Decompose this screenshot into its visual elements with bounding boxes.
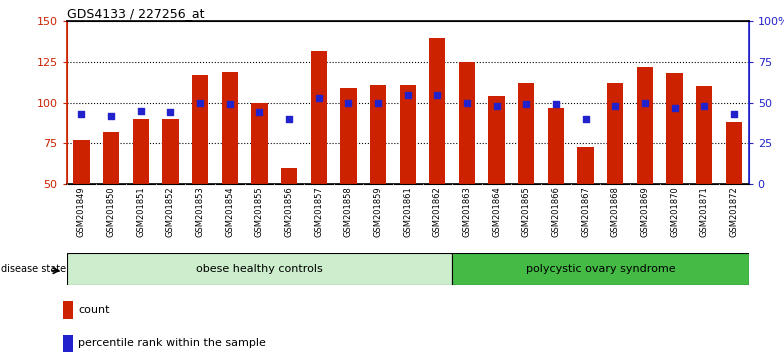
Text: GSM201856: GSM201856: [285, 186, 293, 237]
Bar: [518, 83, 535, 184]
Bar: [488, 96, 505, 184]
Point: [698, 103, 710, 109]
Text: GSM201866: GSM201866: [551, 186, 561, 237]
Bar: [452, 253, 749, 285]
Text: GSM201865: GSM201865: [522, 186, 531, 237]
Point: [283, 116, 296, 122]
Text: GDS4133 / 227256_at: GDS4133 / 227256_at: [67, 7, 204, 20]
Text: GSM201870: GSM201870: [670, 186, 679, 237]
Point: [75, 111, 88, 117]
Point: [609, 103, 622, 109]
Point: [313, 95, 325, 101]
Text: GSM201849: GSM201849: [77, 186, 86, 237]
Bar: [548, 108, 564, 184]
Point: [342, 100, 354, 105]
Point: [164, 110, 176, 115]
Text: count: count: [78, 305, 110, 315]
Point: [668, 105, 681, 110]
Text: GSM201868: GSM201868: [611, 186, 620, 237]
Text: GSM201855: GSM201855: [255, 186, 264, 237]
Text: obese healthy controls: obese healthy controls: [196, 264, 323, 274]
Text: polycystic ovary syndrome: polycystic ovary syndrome: [525, 264, 675, 274]
Bar: [63, 335, 72, 352]
Bar: [429, 38, 445, 184]
Bar: [251, 103, 267, 184]
Bar: [637, 67, 653, 184]
Text: percentile rank within the sample: percentile rank within the sample: [78, 338, 267, 348]
Bar: [281, 168, 297, 184]
Bar: [192, 75, 209, 184]
Text: GSM201867: GSM201867: [581, 186, 590, 237]
Bar: [132, 119, 149, 184]
Text: GSM201871: GSM201871: [700, 186, 709, 237]
Text: GSM201863: GSM201863: [463, 186, 471, 237]
Text: GSM201861: GSM201861: [403, 186, 412, 237]
Text: GSM201850: GSM201850: [107, 186, 115, 237]
Text: GSM201864: GSM201864: [492, 186, 501, 237]
Bar: [607, 83, 623, 184]
Point: [105, 113, 118, 119]
Text: GSM201851: GSM201851: [136, 186, 145, 237]
Text: disease state: disease state: [2, 264, 67, 274]
Bar: [63, 301, 72, 319]
Text: GSM201872: GSM201872: [729, 186, 739, 237]
Point: [550, 102, 562, 107]
Point: [520, 102, 532, 107]
Bar: [162, 119, 179, 184]
Bar: [370, 85, 387, 184]
Bar: [696, 86, 713, 184]
Bar: [726, 122, 742, 184]
Text: GSM201853: GSM201853: [195, 186, 205, 237]
Text: GSM201858: GSM201858: [344, 186, 353, 237]
Bar: [666, 73, 683, 184]
Point: [431, 92, 444, 97]
Bar: [459, 62, 475, 184]
Point: [135, 108, 147, 114]
Point: [728, 111, 740, 117]
Point: [223, 102, 236, 107]
Bar: [340, 88, 357, 184]
Point: [401, 92, 414, 97]
Bar: [310, 51, 327, 184]
Text: GSM201869: GSM201869: [641, 186, 649, 237]
Bar: [103, 132, 119, 184]
Point: [253, 110, 266, 115]
Point: [639, 100, 652, 105]
Bar: [67, 253, 452, 285]
Bar: [400, 85, 416, 184]
Point: [579, 116, 592, 122]
Text: GSM201857: GSM201857: [314, 186, 323, 237]
Point: [194, 100, 206, 105]
Text: GSM201852: GSM201852: [166, 186, 175, 237]
Point: [372, 100, 384, 105]
Text: GSM201862: GSM201862: [433, 186, 442, 237]
Text: GSM201859: GSM201859: [373, 186, 383, 237]
Bar: [222, 72, 238, 184]
Bar: [74, 140, 89, 184]
Bar: [578, 147, 593, 184]
Point: [490, 103, 503, 109]
Text: GSM201854: GSM201854: [225, 186, 234, 237]
Point: [461, 100, 474, 105]
